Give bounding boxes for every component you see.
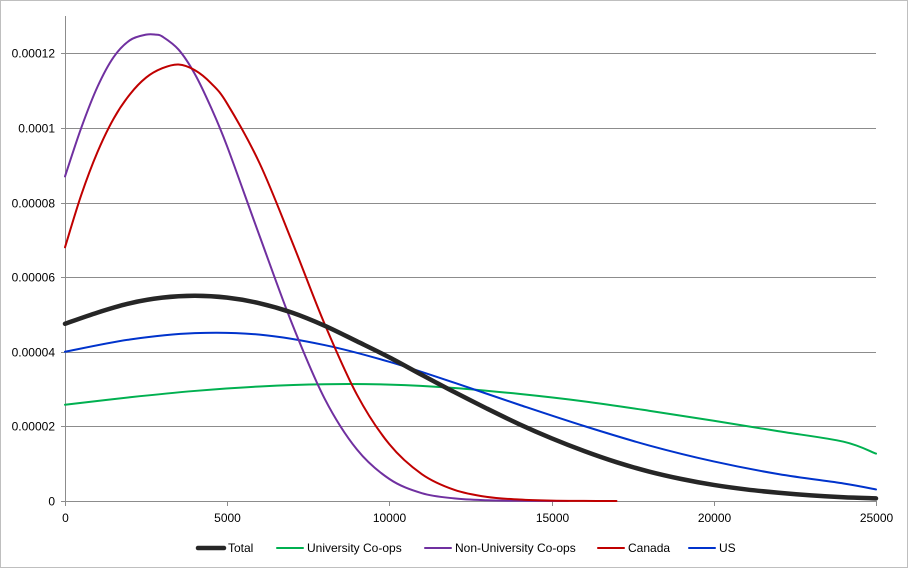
legend-label: University Co-ops xyxy=(307,541,402,555)
y-tick-label: 0.00012 xyxy=(12,47,56,61)
legend-label: Non-University Co-ops xyxy=(455,541,576,555)
x-tick-label: 10000 xyxy=(373,511,407,525)
x-tick-label: 15000 xyxy=(536,511,570,525)
series-line-non-university-co-ops xyxy=(64,33,569,502)
series-line-canada xyxy=(64,63,618,502)
y-tick-label: 0.00006 xyxy=(12,271,56,285)
legend-label: US xyxy=(719,541,736,555)
gridlines xyxy=(65,53,876,427)
axes: 0 0.00002 0.00004 0.00006 0.00008 0.0001 0.000… xyxy=(12,16,894,525)
y-tick-label: 0.00008 xyxy=(12,197,56,211)
y-tick-label: 0.00002 xyxy=(12,420,56,434)
legend-label: Canada xyxy=(628,541,670,555)
legend-item-total: Total xyxy=(195,541,253,555)
series-line-us xyxy=(64,331,877,491)
legend-item-university-co-ops: University Co-ops xyxy=(276,541,402,555)
y-tick-label: 0 xyxy=(48,495,55,509)
series-lines xyxy=(62,33,879,502)
x-tick-label: 20000 xyxy=(698,511,732,525)
series-line-university-co-ops xyxy=(64,383,877,455)
y-tick-label: 0.00004 xyxy=(12,346,56,360)
legend-label: Total xyxy=(228,541,253,555)
legend-item-non-university-co-ops: Non-University Co-ops xyxy=(424,541,576,555)
legend-item-canada: Canada xyxy=(597,541,670,555)
y-tick-label: 0.0001 xyxy=(18,122,55,136)
legend-item-us: US xyxy=(688,541,736,555)
legend: Total University Co-ops Non-University Co-… xyxy=(195,541,736,555)
x-tick-label: 0 xyxy=(62,511,69,525)
x-tick-label: 5000 xyxy=(214,511,241,525)
series-line-total xyxy=(62,293,879,501)
x-tick-label: 25000 xyxy=(860,511,894,525)
